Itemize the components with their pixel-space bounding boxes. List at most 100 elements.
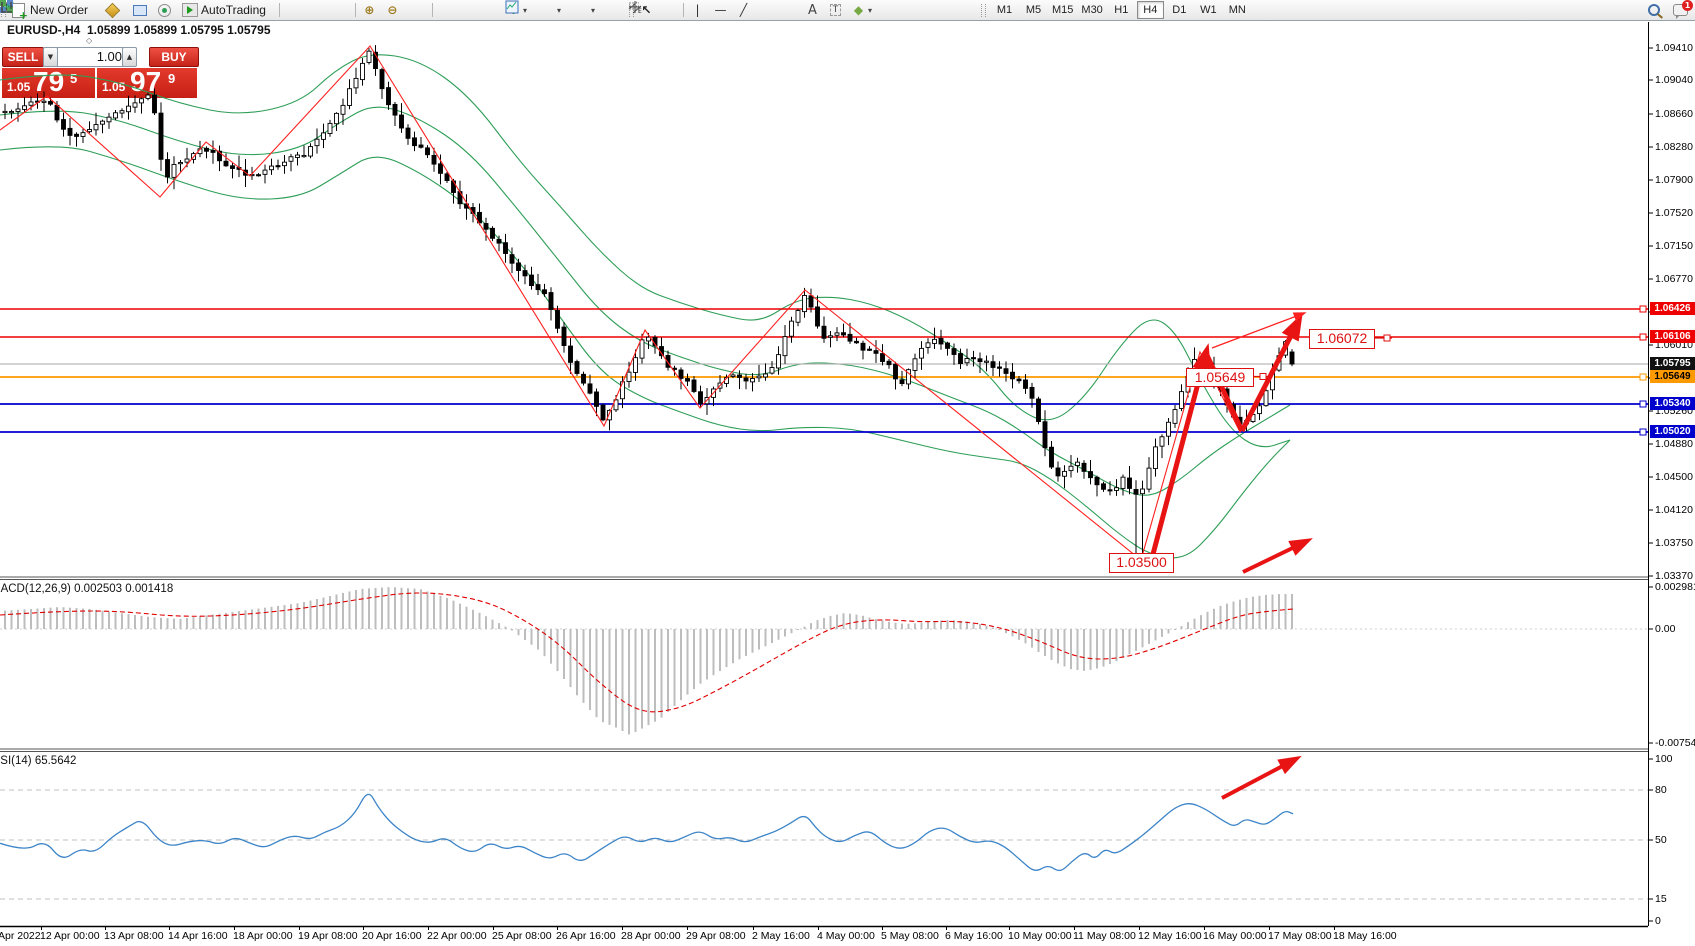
tab-timeframe-M30[interactable]: M30	[1081, 4, 1103, 16]
sell-price-big: 79	[33, 68, 65, 97]
trendline-icon[interactable]: ╱	[739, 3, 748, 17]
price-axis-label: 1.08660	[1655, 108, 1693, 120]
track-chart-icon[interactable]	[1, 2, 478, 19]
rsi-panel	[0, 755, 1648, 900]
tab-timeframe-M15[interactable]: M15	[1052, 4, 1074, 16]
crosshair-icon[interactable]	[629, 1, 678, 19]
sell-price-sup: 5	[70, 71, 78, 86]
tab-timeframe-D1[interactable]: D1	[1172, 4, 1187, 16]
toolbar-grip[interactable]	[981, 3, 986, 17]
buy-price-sup: 9	[168, 71, 176, 86]
new-order-button[interactable]: New Order	[30, 3, 89, 17]
tab-timeframe-W1[interactable]: W1	[1200, 4, 1217, 16]
price-axis-label: 1.07900	[1655, 174, 1693, 186]
volume-increase-button[interactable]: ▲	[122, 47, 137, 67]
chart-title: EURUSD-,H4 1.05899 1.05899 1.05795 1.057…	[7, 23, 271, 37]
volume-input[interactable]: 1.00	[57, 47, 129, 67]
price-axis-label: 1.03750	[1655, 537, 1693, 549]
template-icon[interactable]	[505, 0, 590, 19]
autotrading-button[interactable]: AutoTrading	[201, 3, 266, 17]
rsi-axis-label: 0	[1655, 915, 1661, 927]
arrows-dropdown-icon[interactable]: ▾	[868, 5, 873, 15]
price-axis-label: 1.09410	[1655, 42, 1693, 54]
price-axis-label: 1.04880	[1655, 438, 1693, 450]
text-icon[interactable]: A	[808, 2, 817, 18]
template-dropdown-icon[interactable]: ▾	[591, 5, 596, 15]
cursor-icon[interactable]: ↖	[641, 3, 652, 17]
channel-icon[interactable]: E	[628, 1, 775, 19]
auto-arrange-icon[interactable]	[1, 2, 455, 19]
price-annotation[interactable]: 1.03500	[1109, 553, 1174, 573]
rsi-axis-label: 80	[1655, 784, 1667, 796]
time-axis-label: 28 Apr 00:00	[621, 930, 681, 942]
bollinger-upper	[0, 54, 1291, 448]
candle-chart-icon[interactable]	[1, 1, 326, 19]
horizontal-line-icon[interactable]: —	[714, 3, 727, 17]
bar-chart-icon[interactable]	[1, 2, 302, 19]
time-axis-label: 2 May 16:00	[752, 930, 810, 942]
periods-clock-icon[interactable]	[505, 0, 556, 19]
time-axis-label: 12 May 16:00	[1138, 930, 1202, 942]
text-label-icon[interactable]: T	[827, 2, 844, 19]
top-toolbar: + New Order AutoTrading ⊕ ⊖	[0, 0, 1695, 21]
line-chart-icon[interactable]	[0, 1, 350, 19]
periods-dropdown-icon[interactable]: ▾	[557, 5, 562, 15]
rsi-label: RSI(14) 65.5642	[0, 755, 77, 767]
tab-timeframe-M1[interactable]: M1	[996, 4, 1013, 16]
tab-timeframe-M5[interactable]: M5	[1025, 4, 1042, 16]
time-axis-label: Apr 2022	[0, 930, 41, 942]
toolbar-separator	[278, 3, 280, 17]
svg-text:E: E	[638, 8, 642, 14]
trend-arrows	[1149, 312, 1392, 559]
bollinger-middle	[0, 106, 1291, 496]
arrows-icon[interactable]: ◆	[853, 3, 864, 17]
sell-price-display[interactable]: 1.05 79 5	[2, 68, 95, 98]
macd-axis-label: 0.00	[1655, 623, 1676, 635]
radar-icon[interactable]	[156, 2, 173, 19]
chat-icon[interactable]: 1	[1672, 0, 1693, 19]
tab-timeframe-H4[interactable]: H4	[1136, 1, 1164, 19]
price-annotation[interactable]: 1.05649	[1186, 368, 1254, 387]
price-axis-label: 1.07520	[1655, 207, 1693, 219]
vertical-line-icon[interactable]: |	[695, 3, 700, 17]
price-annotation[interactable]: 1.06072	[1309, 329, 1375, 349]
tab-timeframe-MN[interactable]: MN	[1228, 4, 1246, 16]
tile-windows-icon[interactable]	[0, 0, 427, 19]
search-icon[interactable]	[1645, 2, 1663, 19]
price-axis-label: 1.04120	[1655, 504, 1693, 516]
time-axis-label: 18 May 16:00	[1333, 930, 1397, 942]
time-axis-label: 11 May 08:00	[1073, 930, 1136, 942]
price-level-badge: 1.06106	[1650, 330, 1695, 343]
bollinger-lower	[0, 146, 1291, 559]
note-icon[interactable]	[104, 2, 121, 19]
price-axis-label: 1.08280	[1655, 141, 1693, 153]
rsi-axis-label: 100	[1655, 753, 1673, 765]
zoom-in-icon[interactable]: ⊕	[364, 3, 375, 17]
tab-timeframe-H1[interactable]: H1	[1114, 4, 1129, 16]
indicators-dropdown-icon[interactable]: ▾	[523, 5, 528, 15]
sell-button[interactable]: SELL	[2, 47, 44, 67]
time-axis-label: 10 May 00:00	[1008, 930, 1072, 942]
time-axis-label: 13 Apr 08:00	[104, 930, 164, 942]
price-level-badge: 1.05649	[1650, 370, 1695, 383]
sell-price-prefix: 1.05	[7, 80, 31, 94]
rsi-line	[0, 793, 1294, 872]
time-axis-label: 26 Apr 16:00	[556, 930, 616, 942]
svg-text:F: F	[638, 8, 642, 14]
time-axis-label: 16 May 00:00	[1203, 930, 1267, 942]
toolbar-grip[interactable]	[629, 3, 634, 17]
fibonacci-icon[interactable]: F	[629, 2, 798, 19]
price-axis-label: 1.03370	[1655, 570, 1693, 582]
time-axis-label: 5 May 08:00	[881, 930, 939, 942]
autotrading-icon[interactable]	[181, 2, 198, 19]
macd-label: MACD(12,26,9) 0.002503 0.001418	[0, 583, 174, 595]
price-axis-label: 1.09040	[1655, 74, 1693, 86]
price-axis-label: 1.07150	[1655, 240, 1693, 252]
buy-button[interactable]: BUY	[149, 47, 199, 67]
experts-icon[interactable]	[131, 2, 148, 19]
one-click-collapse-icon[interactable]: ◇	[86, 36, 93, 45]
time-axis-label: 12 Apr 00:00	[40, 930, 100, 942]
buy-price-display[interactable]: 1.05 97 9	[97, 68, 197, 98]
zoom-out-icon[interactable]: ⊖	[387, 3, 398, 17]
